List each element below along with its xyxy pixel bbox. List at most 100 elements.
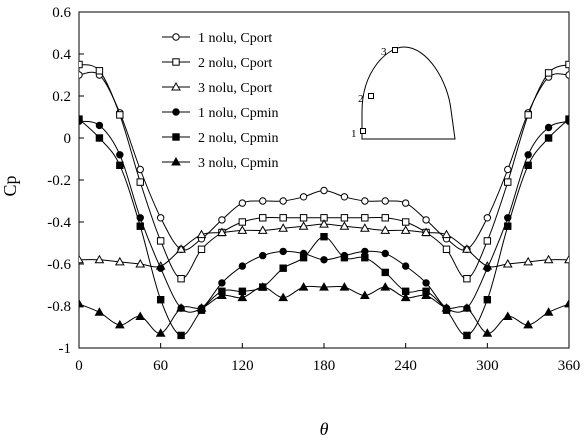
data-point: [94, 254, 105, 264]
data-point: [95, 67, 104, 75]
data-point: [259, 251, 267, 260]
data-point: [320, 256, 328, 264]
data-point: [299, 214, 308, 222]
y-tick-label: 0: [64, 131, 72, 147]
data-point: [79, 71, 83, 79]
data-point: [176, 303, 186, 312]
data-point: [565, 71, 569, 79]
x-tick-label: 360: [558, 358, 581, 374]
series-layer: [79, 60, 569, 340]
data-point: [359, 290, 370, 299]
data-point: [340, 193, 349, 201]
data-point: [483, 264, 492, 272]
data-point: [544, 123, 553, 132]
legend-marker: [172, 58, 180, 66]
y-tick-label: -0.4: [47, 215, 71, 231]
data-point: [156, 237, 165, 245]
data-point: [156, 264, 165, 272]
data-point: [401, 262, 410, 270]
data-point: [339, 282, 350, 291]
plot-frame: [78, 11, 570, 349]
legend-marker: [171, 156, 181, 166]
x-tick-label: 0: [75, 358, 83, 374]
data-point: [237, 292, 248, 302]
data-point: [197, 245, 206, 254]
inset-tap-label: 3: [381, 46, 387, 58]
legend-marker: [171, 81, 181, 91]
data-point: [524, 111, 532, 119]
data-point: [320, 233, 328, 241]
series-2: [79, 60, 569, 283]
data-point: [524, 151, 532, 159]
y-tick-label: 0.4: [52, 47, 71, 63]
data-point: [381, 214, 389, 222]
legend-item: 3 nolu, Cpmin: [162, 156, 279, 171]
data-point: [483, 214, 492, 222]
data-point: [135, 311, 146, 320]
data-point: [380, 282, 391, 291]
data-point: [79, 60, 83, 69]
data-point: [79, 254, 84, 264]
legend-item: 2 nolu, Cport: [162, 56, 272, 71]
data-point: [544, 69, 553, 77]
data-point: [422, 279, 430, 287]
data-point: [319, 282, 329, 291]
x-axis-label: θ: [320, 419, 329, 439]
data-point: [422, 216, 430, 224]
data-point: [217, 290, 227, 299]
data-point: [278, 223, 289, 232]
legend-item: 2 nolu, Cpmin: [162, 131, 279, 146]
data-point: [441, 229, 452, 239]
series-line: [79, 64, 569, 280]
data-point: [380, 225, 391, 234]
data-point: [257, 282, 268, 291]
legend-label: 1 nolu, Cport: [198, 31, 272, 46]
legend: 1 nolu, Cport 2 nolu, Cport 3 nolu, Cport 1…: [162, 31, 279, 171]
legend-label: 1 nolu, Cpmin: [198, 106, 279, 121]
data-point: [339, 221, 350, 230]
data-point: [95, 134, 104, 142]
data-point: [238, 218, 247, 226]
data-point: [116, 161, 124, 170]
x-tick-label: 180: [313, 358, 336, 374]
data-point: [564, 254, 569, 264]
data-point: [79, 115, 83, 123]
data-point: [218, 216, 226, 224]
data-point: [400, 292, 411, 302]
data-point: [504, 222, 512, 230]
data-point: [94, 307, 105, 316]
data-point: [361, 214, 369, 222]
inset-tap-marker: [392, 47, 398, 53]
data-point: [95, 121, 104, 130]
data-point: [482, 328, 493, 337]
inset-diagram: 1 2 3: [351, 46, 456, 140]
data-point: [299, 193, 308, 201]
data-point: [504, 165, 512, 174]
data-point: [298, 282, 309, 291]
y-axis-ticks: 0.6 0.4 0.2 0 -0.2 -0.4 -0.6 -0.8 -1: [47, 5, 84, 357]
data-point: [463, 331, 471, 340]
y-tick-label: 0.2: [52, 89, 71, 105]
data-point: [543, 254, 554, 264]
data-point: [401, 199, 410, 207]
data-point: [524, 161, 532, 170]
data-point: [156, 296, 165, 304]
data-point: [155, 328, 166, 337]
x-tick-label: 120: [231, 358, 254, 374]
legend-marker: [172, 108, 180, 116]
data-point: [340, 254, 349, 262]
data-point: [116, 151, 124, 159]
data-point: [156, 214, 165, 222]
data-point: [116, 111, 124, 119]
y-axis-label: Cp: [0, 175, 20, 196]
data-point: [463, 275, 471, 283]
data-point: [361, 247, 369, 256]
data-point: [502, 258, 513, 268]
data-point: [135, 258, 146, 268]
data-point: [483, 296, 492, 304]
x-axis-ticks: 0 60 120 180 240 300 360: [75, 343, 580, 374]
data-point: [237, 225, 248, 234]
data-point: [340, 214, 349, 222]
data-point: [400, 225, 411, 234]
data-point: [217, 227, 227, 236]
